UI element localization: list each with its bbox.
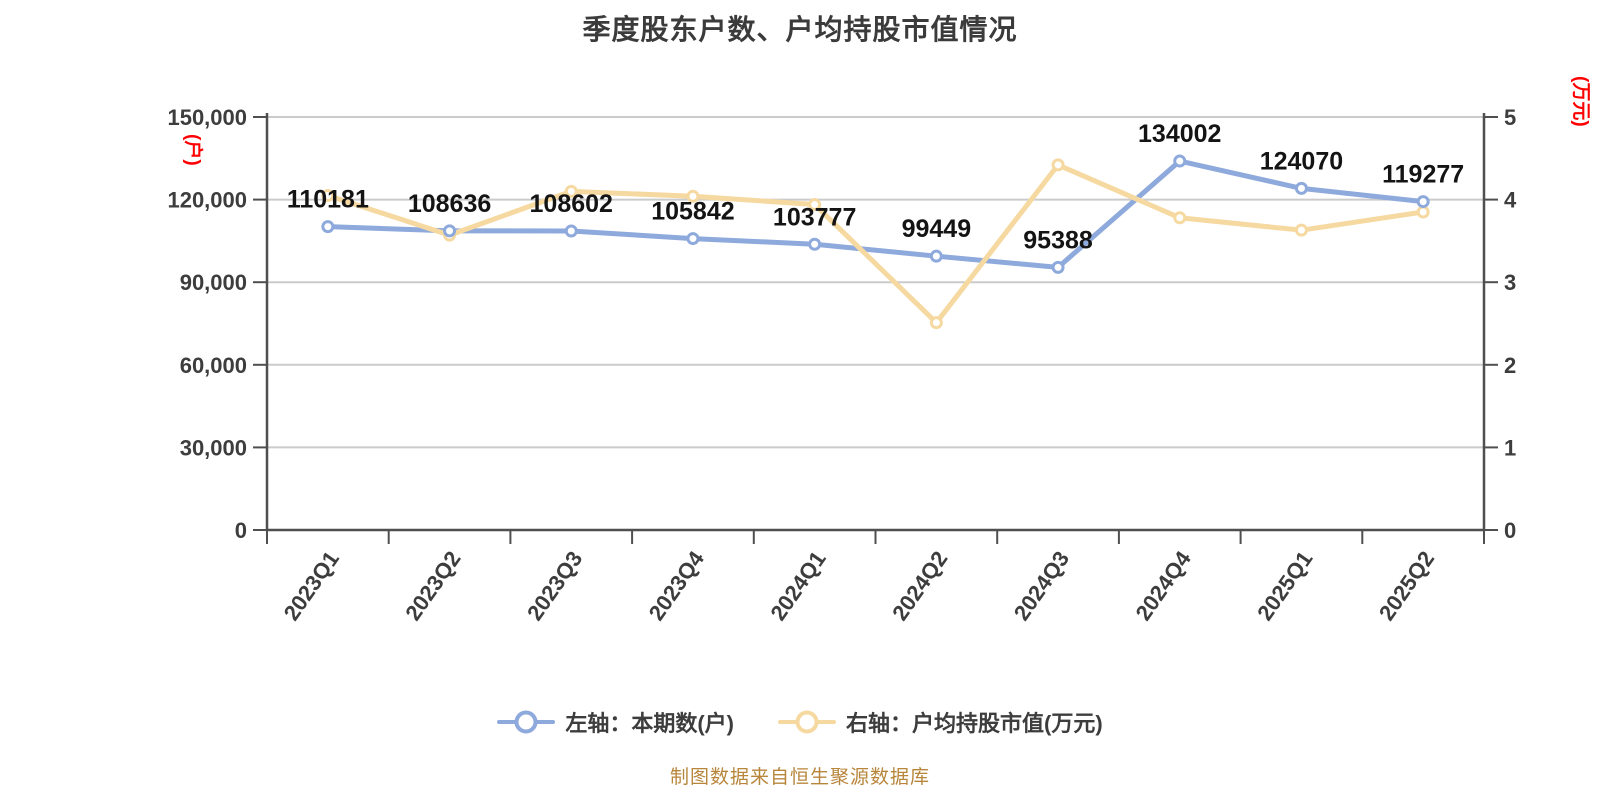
legend-item-market-value[interactable]: 右轴：户均持股市值(万元) <box>778 706 1103 738</box>
data-point-label: 119277 <box>1382 161 1464 189</box>
series-line-shareholder-count <box>325 158 1426 270</box>
data-point-marker[interactable] <box>808 198 822 212</box>
data-point-label: 134002 <box>1138 120 1221 148</box>
legend-item-shareholder-count[interactable]: 左轴：本期数(户) <box>497 706 734 738</box>
left-axis-tick-label: 0 <box>235 518 247 543</box>
data-point-label: 103777 <box>773 203 856 231</box>
data-point-marker[interactable] <box>1294 181 1308 195</box>
right-axis-unit-label: (万元) <box>1570 76 1591 127</box>
left-axis-tick-label: 150,000 <box>167 105 247 130</box>
x-axis-tick-label: 2023Q1 <box>279 547 344 625</box>
x-axis-tick-label: 2024Q2 <box>887 547 952 625</box>
x-axis-tick-label: 2025Q2 <box>1374 547 1439 625</box>
left-axis-tick-label: 60,000 <box>180 353 247 378</box>
plot-area: 0 0 30,000 1 60,000 2 90,000 3 120,000 4 150,000 5 2… <box>167 105 1517 625</box>
right-axis-tick-label: 1 <box>1504 435 1516 460</box>
x-axis-tick-label: 2023Q4 <box>644 546 710 625</box>
chart-title: 季度股东户数、户均持股市值情况 <box>582 14 1018 45</box>
data-point-marker[interactable] <box>1173 154 1187 168</box>
legend-marker-yellow-icon <box>778 709 836 735</box>
data-point-label: 124070 <box>1260 147 1343 175</box>
data-point-marker[interactable] <box>1416 205 1430 219</box>
left-axis-tick-label: 120,000 <box>167 188 247 213</box>
data-point-marker[interactable] <box>1051 260 1065 274</box>
x-axis-tick-label: 2024Q1 <box>765 547 830 625</box>
data-point-marker[interactable] <box>564 184 578 198</box>
x-axis-tick-label: 2023Q3 <box>522 547 587 625</box>
x-axis-tick-label: 2023Q2 <box>400 547 465 625</box>
data-point-marker[interactable] <box>929 316 943 330</box>
data-point-marker[interactable] <box>686 232 700 246</box>
data-point-marker[interactable] <box>929 249 943 263</box>
legend-marker-blue-icon <box>497 709 556 735</box>
data-point-marker[interactable] <box>686 189 700 203</box>
right-axis-tick-label: 0 <box>1504 518 1516 543</box>
legend-label-shareholder-count: 左轴：本期数(户) <box>565 711 734 736</box>
data-point-marker[interactable] <box>443 224 457 238</box>
data-point-marker[interactable] <box>1416 195 1430 209</box>
right-axis-tick-label: 5 <box>1504 105 1516 130</box>
legend-label-market-value: 右轴：户均持股市值(万元) <box>846 711 1103 736</box>
series-line-market-value <box>325 162 1426 326</box>
data-point-marker[interactable] <box>321 220 335 234</box>
right-axis-tick-label: 4 <box>1504 188 1517 213</box>
data-point-marker[interactable] <box>1294 223 1308 237</box>
data-source-note: 制图数据来自恒生聚源数据库 <box>669 767 930 788</box>
data-point-marker[interactable] <box>321 188 335 202</box>
data-point-label: 105842 <box>651 198 734 226</box>
data-point-marker[interactable] <box>564 224 578 238</box>
legend: 左轴：本期数(户) 右轴：户均持股市值(万元) <box>0 706 1600 738</box>
x-axis-tick-label: 2024Q3 <box>1009 547 1074 625</box>
x-axis-tick-label: 2024Q4 <box>1130 546 1196 625</box>
right-axis-tick-label: 3 <box>1504 270 1516 295</box>
data-point-marker[interactable] <box>1173 211 1187 225</box>
data-point-label: 108636 <box>408 190 491 218</box>
left-axis-unit-label: (户) <box>182 134 203 166</box>
left-axis-tick-label: 90,000 <box>180 270 247 295</box>
data-point-label: 95388 <box>1023 226 1093 254</box>
x-axis-tick-label: 2025Q1 <box>1252 547 1317 625</box>
data-point-label: 108602 <box>530 190 613 218</box>
left-axis-tick-label: 30,000 <box>180 435 247 460</box>
data-point-label: 110181 <box>287 186 369 214</box>
data-point-marker[interactable] <box>808 237 822 251</box>
right-axis-tick-label: 2 <box>1504 353 1516 378</box>
data-point-label: 99449 <box>902 215 972 243</box>
data-point-marker[interactable] <box>1051 158 1065 172</box>
